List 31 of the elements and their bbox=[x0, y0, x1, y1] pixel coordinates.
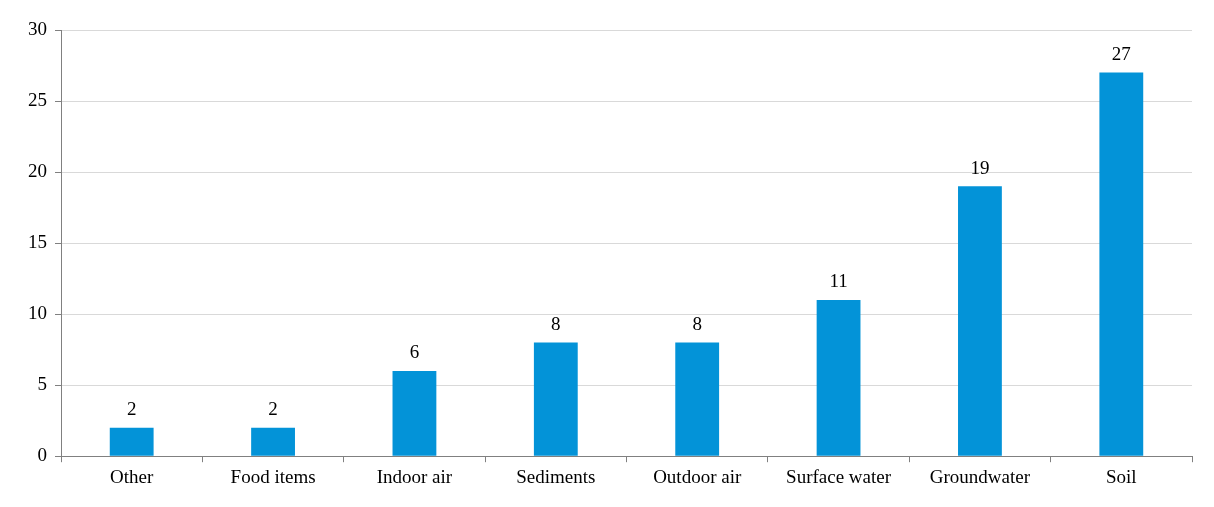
bar bbox=[958, 186, 1002, 456]
bar bbox=[251, 427, 295, 456]
x-tick-label: Other bbox=[110, 465, 154, 487]
data-label: 27 bbox=[1111, 43, 1131, 65]
data-label: 2 bbox=[268, 398, 278, 420]
y-tick-label: 15 bbox=[28, 231, 47, 253]
y-tick-label: 25 bbox=[28, 89, 47, 111]
y-tick-label: 0 bbox=[37, 444, 47, 466]
x-tick-label: Soil bbox=[1106, 465, 1137, 487]
bar bbox=[675, 342, 720, 456]
x-tick-label: Sediments bbox=[516, 465, 596, 487]
bar bbox=[109, 427, 154, 456]
data-label: 8 bbox=[551, 313, 561, 335]
y-tick-label: 20 bbox=[28, 160, 47, 182]
y-tick-label: 5 bbox=[37, 373, 47, 395]
data-label: 11 bbox=[829, 270, 848, 292]
bar bbox=[1099, 72, 1144, 456]
x-tick-label: Food items bbox=[230, 465, 316, 487]
x-tick-label: Surface water bbox=[786, 465, 892, 487]
data-label: 19 bbox=[970, 156, 990, 178]
y-tick-label: 10 bbox=[28, 302, 47, 324]
data-label: 6 bbox=[409, 341, 420, 363]
bar bbox=[533, 342, 578, 456]
y-tick-label: 30 bbox=[28, 17, 47, 39]
x-tick-label: Outdoor air bbox=[653, 465, 742, 487]
data-label: 2 bbox=[126, 398, 137, 420]
x-tick-label: Groundwater bbox=[929, 465, 1031, 487]
data-label: 8 bbox=[692, 313, 702, 335]
bar bbox=[816, 299, 861, 456]
x-tick-label: Indoor air bbox=[376, 465, 453, 487]
bar bbox=[392, 370, 437, 456]
